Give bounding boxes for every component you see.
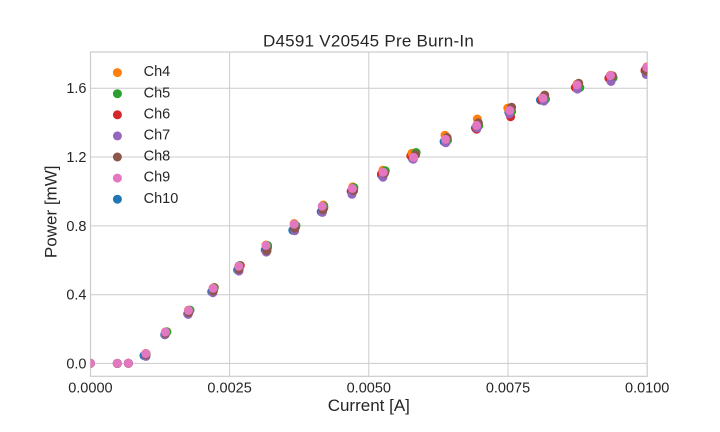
svg-text:0.4: 0.4 [66,288,86,304]
svg-text:1.2: 1.2 [66,150,86,166]
svg-text:0.0050: 0.0050 [347,380,391,396]
svg-text:Ch10: Ch10 [144,191,179,207]
svg-text:Power [mW]: Power [mW] [42,166,61,259]
svg-text:0.0075: 0.0075 [486,380,530,396]
svg-text:0.0000: 0.0000 [68,380,112,396]
svg-text:Ch6: Ch6 [144,106,171,122]
svg-text:1.6: 1.6 [66,81,86,97]
svg-text:Ch8: Ch8 [144,149,171,165]
svg-text:Ch9: Ch9 [144,170,171,186]
svg-text:Ch4: Ch4 [144,64,171,80]
svg-text:0.0100: 0.0100 [625,380,669,396]
svg-text:0.0: 0.0 [66,356,86,372]
svg-text:D4591 V20545 Pre Burn-In: D4591 V20545 Pre Burn-In [263,32,474,51]
svg-text:0.8: 0.8 [66,219,86,235]
svg-text:Current [A]: Current [A] [328,396,410,415]
svg-text:Ch5: Ch5 [144,85,171,101]
svg-text:0.0025: 0.0025 [207,380,251,396]
svg-text:Ch7: Ch7 [144,128,171,144]
